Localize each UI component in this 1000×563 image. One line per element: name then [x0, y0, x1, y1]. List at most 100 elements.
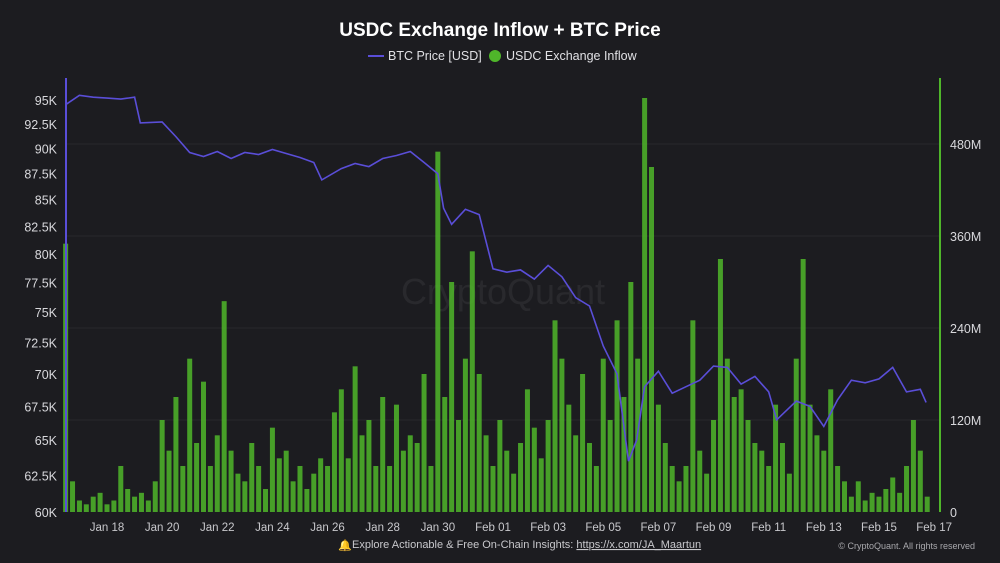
grid — [66, 143, 940, 421]
y-right-tick-label: 240M — [950, 322, 981, 336]
inflow-bar — [256, 466, 262, 512]
inflow-bar — [669, 466, 675, 512]
footer-promo: Explore Actionable & Free On-Chain Insig… — [352, 539, 701, 551]
inflow-bar — [76, 500, 82, 512]
inflow-bar — [793, 358, 799, 512]
inflow-bar — [449, 282, 455, 512]
inflow-bar — [904, 466, 910, 512]
inflow-bar — [118, 466, 124, 512]
watermark: CryptoQuant — [401, 271, 605, 312]
inflow-bar — [573, 435, 579, 512]
y-left-tick-label: 90K — [35, 142, 58, 156]
inflow-bar — [456, 420, 462, 512]
x-tick-label: Feb 15 — [861, 522, 897, 534]
bell-icon: 🔔 — [338, 539, 352, 552]
inflow-bar — [566, 404, 572, 512]
x-tick-label: Jan 20 — [145, 522, 180, 534]
inflow-bar — [276, 458, 282, 512]
inflow-bar — [786, 473, 792, 512]
inflow-bar — [249, 443, 255, 512]
inflow-bar — [531, 427, 537, 512]
inflow-bar — [214, 435, 220, 512]
inflow-bar — [318, 458, 324, 512]
inflow-bar — [518, 443, 524, 512]
x-tick-label: Feb 05 — [585, 522, 621, 534]
inflow-bar — [428, 466, 434, 512]
x-tick-label: Jan 22 — [200, 522, 235, 534]
inflow-bar — [649, 167, 655, 512]
inflow-bar — [917, 450, 923, 512]
inflow-bar — [600, 358, 606, 512]
copyright: © CryptoQuant. All rights reserved — [838, 541, 975, 551]
inflow-bar — [476, 374, 482, 512]
legend-price-label[interactable]: BTC Price [USD] — [388, 49, 482, 63]
inflow-bar — [683, 466, 689, 512]
promo-link[interactable]: https://x.com/JA_Maartun — [576, 539, 701, 551]
inflow-bar — [373, 466, 379, 512]
legend-inflow-label[interactable]: USDC Exchange Inflow — [506, 49, 638, 63]
inflow-bar — [662, 443, 668, 512]
inflow-bar — [207, 466, 213, 512]
inflow-bar — [586, 443, 592, 512]
inflow-bar — [876, 496, 882, 512]
inflow-bar — [697, 450, 703, 512]
inflow-bar — [180, 466, 186, 512]
y-left-tick-label: 95K — [35, 94, 58, 108]
y-left-tick-label: 67.5K — [24, 400, 57, 414]
inflow-bar — [504, 450, 510, 512]
inflow-bar — [752, 443, 758, 512]
inflow-bar — [242, 481, 248, 512]
inflow-bar — [70, 481, 76, 512]
inflow-bar — [194, 443, 200, 512]
inflow-bar — [910, 420, 916, 512]
y-left-tick-label: 62.5K — [24, 469, 57, 483]
legend-inflow-swatch — [489, 50, 501, 62]
inflow-bar — [869, 492, 875, 512]
inflow-bar — [393, 404, 399, 512]
y-right-tick-label: 120M — [950, 414, 981, 428]
inflow-bar — [331, 412, 337, 512]
inflow-bar — [821, 450, 827, 512]
inflow-bar — [628, 282, 634, 512]
inflow-bar — [125, 489, 131, 512]
x-tick-label: Jan 24 — [255, 522, 290, 534]
inflow-bar — [366, 420, 372, 512]
x-tick-label: Jan 30 — [421, 522, 456, 534]
inflow-bar — [848, 496, 854, 512]
x-tick-label: Feb 11 — [751, 522, 786, 534]
x-tick-label: Feb 07 — [640, 522, 676, 534]
inflow-bar — [676, 481, 682, 512]
y-left-tick-label: 87.5K — [24, 168, 57, 182]
inflow-bar — [745, 420, 751, 512]
inflow-bar — [421, 374, 427, 512]
inflow-bar — [469, 251, 475, 513]
inflow-bar — [883, 489, 889, 512]
inflow-bar — [352, 366, 358, 512]
inflow-bar — [132, 496, 138, 512]
inflow-bar — [400, 450, 406, 512]
y-left-tick-label: 65K — [35, 434, 58, 448]
y-left-tick-label: 80K — [35, 248, 58, 262]
inflow-bar — [724, 358, 730, 512]
inflow-bar — [228, 450, 234, 512]
inflow-bar — [269, 427, 275, 512]
chart-title: USDC Exchange Inflow + BTC Price — [339, 20, 661, 41]
inflow-bar — [221, 301, 227, 512]
y-right-tick-label: 480M — [950, 138, 981, 152]
inflow-bar — [690, 320, 696, 512]
inflow-bar — [607, 420, 613, 512]
inflow-bar — [814, 435, 820, 512]
y-left-tick-label: 85K — [35, 194, 58, 208]
inflow-bar — [187, 358, 193, 512]
inflow-bar — [145, 500, 151, 512]
y-left-tick-label: 72.5K — [24, 336, 57, 350]
x-tick-label: Feb 03 — [530, 522, 566, 534]
inflow-bar — [304, 489, 310, 512]
inflow-bar — [828, 389, 834, 512]
inflow-bar — [731, 397, 737, 512]
inflow-bar — [263, 489, 269, 512]
y-right-tick-label: 0 — [950, 506, 957, 520]
inflow-bar — [614, 320, 620, 512]
x-tick-label: Jan 28 — [365, 522, 400, 534]
